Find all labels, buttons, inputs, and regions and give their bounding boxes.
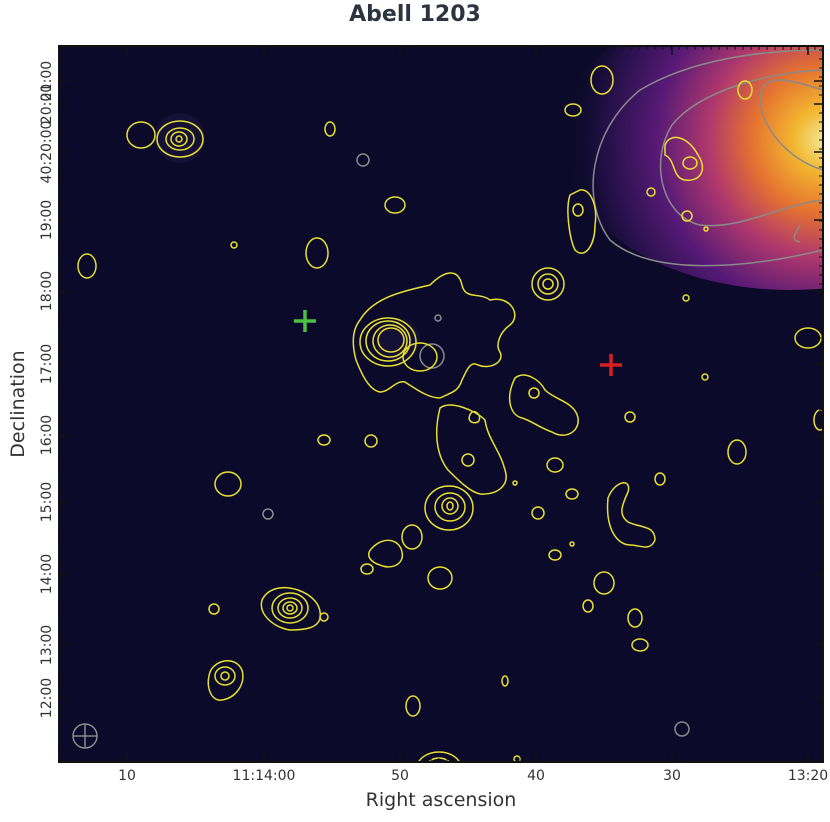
y-tick-label: 21:00 xyxy=(39,61,55,101)
y-tick-label: 15:00 xyxy=(39,482,55,522)
plot-frame xyxy=(58,45,824,763)
red-cross-marker xyxy=(600,354,622,376)
minor-ticks xyxy=(59,46,823,762)
x-tick-label: 10 xyxy=(118,768,136,784)
y-tick-label: 18:00 xyxy=(39,271,55,311)
y-tick-label: 16:00 xyxy=(39,415,55,455)
tick-labels: 10 11:14:00 50 40 30 13:20 12:00 13:00 14:00 15:0… xyxy=(39,61,828,784)
x-tick-label: 50 xyxy=(391,768,409,784)
x-tick-label: 30 xyxy=(663,768,681,784)
y-tick-label: 13:00 xyxy=(39,625,55,665)
radio-contours xyxy=(77,65,823,762)
y-tick-label: 19:00 xyxy=(39,200,55,240)
y-tick-label: 17:00 xyxy=(39,344,55,384)
x-tick-label: 40 xyxy=(527,768,545,784)
y-tick-label: 20:00 xyxy=(39,84,55,124)
green-cross-marker xyxy=(294,310,316,332)
xray-contours xyxy=(262,49,823,737)
beam-symbol xyxy=(72,723,98,749)
x-tick-label: 13:20 xyxy=(788,768,828,784)
y-tick-label: 14:00 xyxy=(39,554,55,594)
major-ticks xyxy=(59,46,823,762)
chart-title: Abell 1203 xyxy=(349,2,481,27)
x-tick-label: 11:14:00 xyxy=(233,768,296,784)
y-tick-label: 40:20:00 xyxy=(39,121,55,184)
xray-emission xyxy=(155,46,823,362)
y-tick-label: 12:00 xyxy=(39,678,55,718)
x-axis-label: Right ascension xyxy=(365,789,517,811)
